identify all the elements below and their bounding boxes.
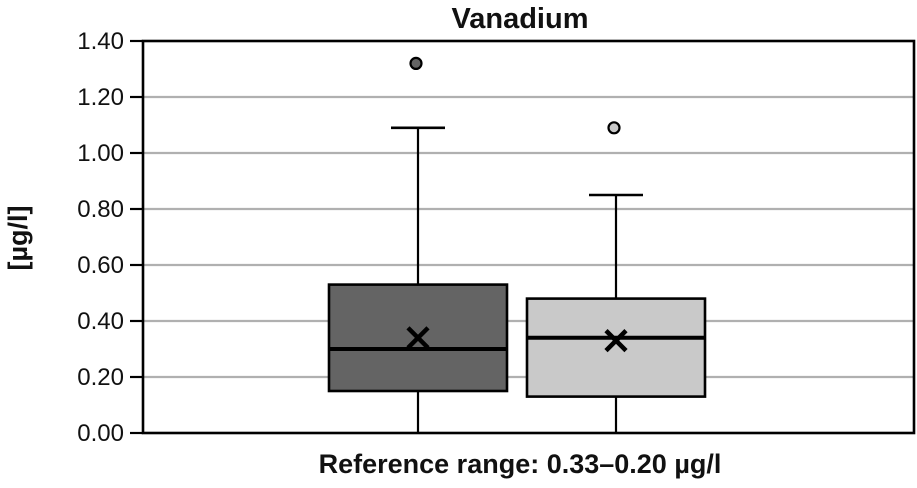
mean-marker: [406, 326, 430, 350]
plot-frame: [141, 39, 916, 435]
x-axis-label: Reference range: 0.33–0.20 µg/l: [319, 449, 722, 479]
box: [525, 297, 707, 398]
outlier-point: [409, 56, 423, 71]
y-axis-tick-labels: 1.40 1.20 1.00 0.80 0.60 0.40 0.20 0.00: [77, 28, 124, 447]
chart-title: Vanadium: [452, 3, 589, 35]
tick-label: 0.80: [77, 196, 124, 223]
outlier-point: [607, 121, 621, 135]
box-series: [327, 56, 509, 433]
box-series-group: [327, 56, 707, 433]
y-axis-label: [µg/l]: [3, 205, 33, 270]
mean-marker: [604, 329, 628, 353]
tick-label: 1.20: [77, 84, 124, 111]
tick-label: 0.40: [77, 308, 124, 335]
tick-label: 0.20: [77, 364, 124, 391]
tick-label: 1.40: [77, 28, 124, 55]
tick-label: 0.60: [77, 252, 124, 279]
box-series: [525, 121, 707, 433]
y-axis-ticks: [130, 39, 143, 435]
tick-label: 0.00: [77, 420, 124, 447]
tick-label: 1.00: [77, 140, 124, 167]
